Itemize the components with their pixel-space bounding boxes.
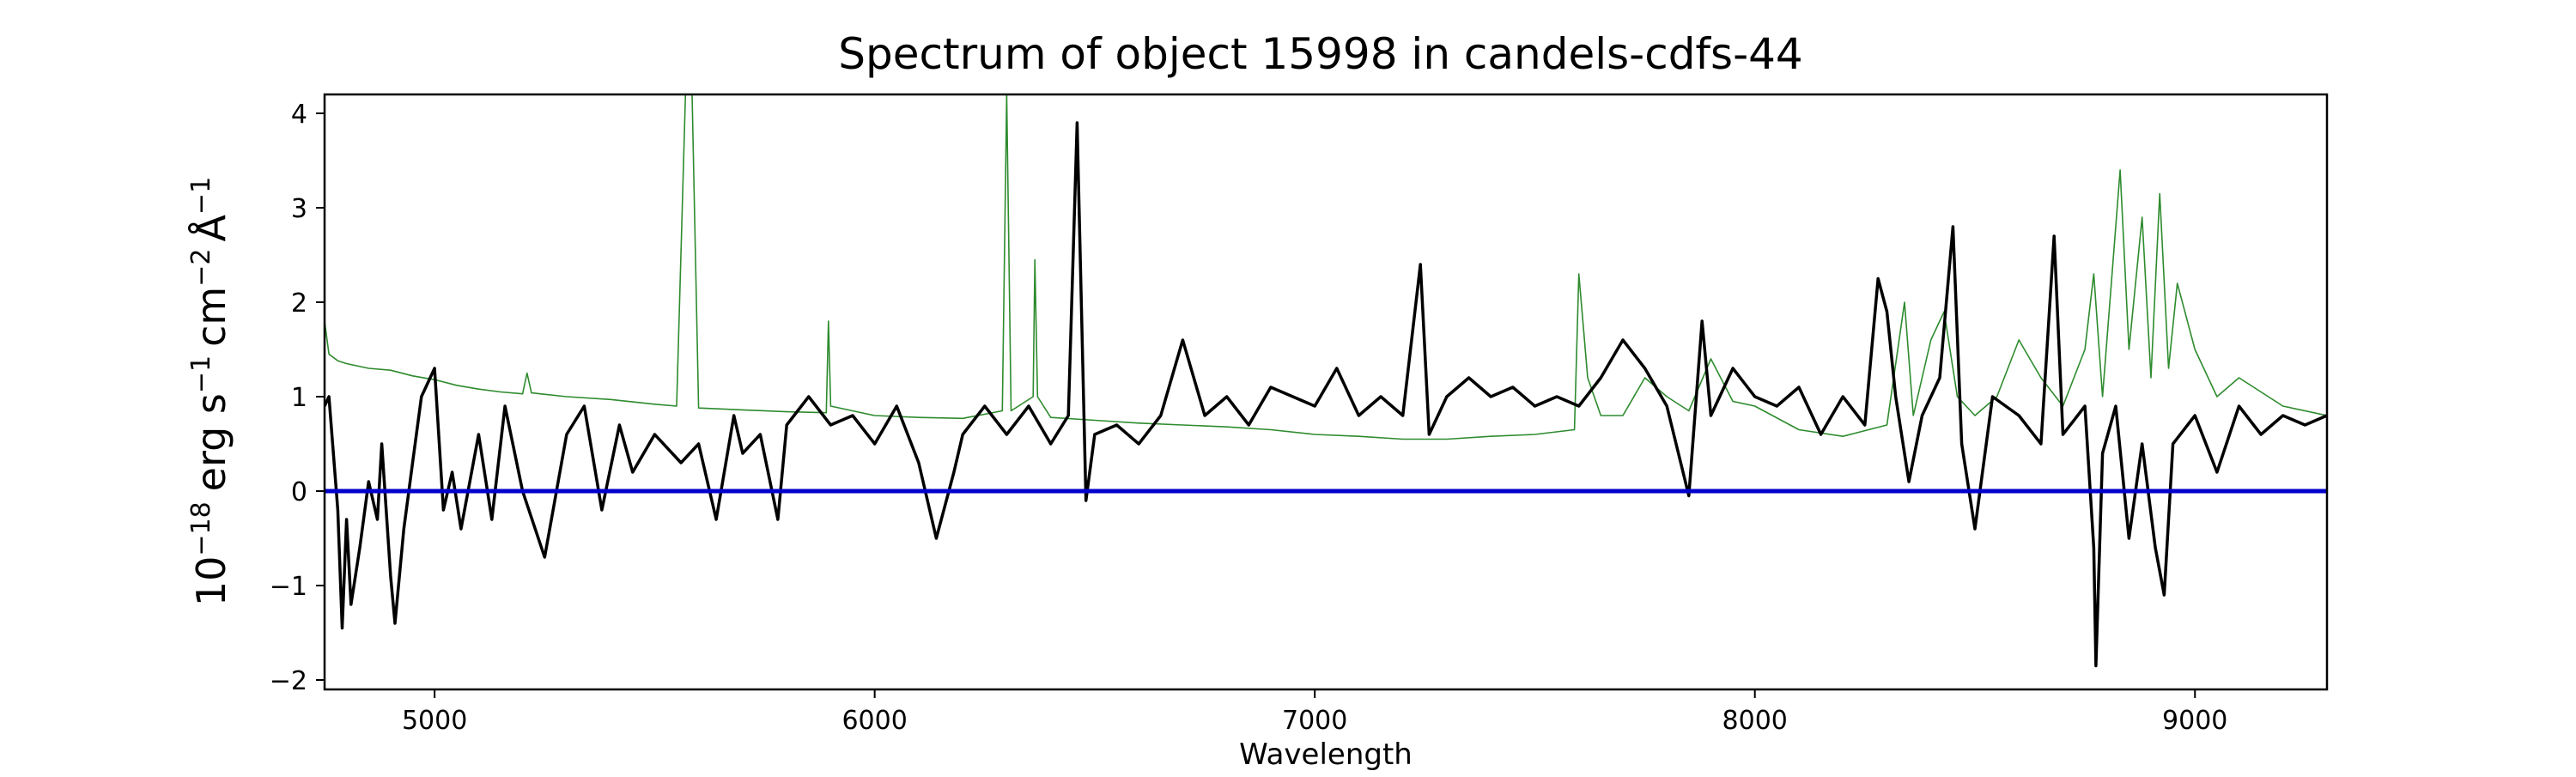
ylabel-exp: −18 — [186, 501, 216, 555]
ylabel-cm: cm — [188, 287, 234, 347]
y-tick-label: 3 — [291, 194, 307, 224]
y-tick-label: 2 — [291, 288, 307, 319]
y-tick-label: −2 — [270, 666, 307, 696]
y-tick-label: 0 — [291, 477, 307, 507]
ylabel-exp-A: −1 — [186, 177, 216, 215]
x-axis-label: Wavelength — [1239, 738, 1413, 772]
x-tick-label: 6000 — [841, 706, 907, 736]
axes-frame — [323, 93, 2329, 691]
error-spectrum-line — [325, 94, 2327, 440]
x-axis: 5000 6000 7000 8000 9000 — [402, 689, 2227, 736]
plot-area — [325, 94, 2327, 668]
ylabel-exp-s: −1 — [186, 355, 216, 393]
ylabel-base: 10 — [188, 556, 234, 607]
x-tick-label: 8000 — [1722, 706, 1788, 736]
x-tick-label: 5000 — [402, 706, 467, 736]
x-tick-label: 7000 — [1282, 706, 1347, 736]
y-tick-label: 1 — [291, 383, 307, 413]
ylabel-exp-cm: −2 — [186, 249, 216, 287]
y-axis: −2 −1 0 1 2 3 4 — [270, 100, 325, 696]
ylabel-A: Å — [188, 215, 234, 242]
x-tick-label: 9000 — [2162, 706, 2227, 736]
ylabel-erg: erg s — [188, 393, 234, 491]
flux-spectrum-line — [325, 121, 2327, 668]
y-tick-label: 4 — [291, 100, 307, 130]
y-axis-label: 10−18erg s−1cm−2Å−1 — [186, 177, 234, 606]
chart-title: Spectrum of object 15998 in candels-cdfs… — [838, 29, 1803, 79]
y-tick-label: −1 — [270, 572, 307, 602]
